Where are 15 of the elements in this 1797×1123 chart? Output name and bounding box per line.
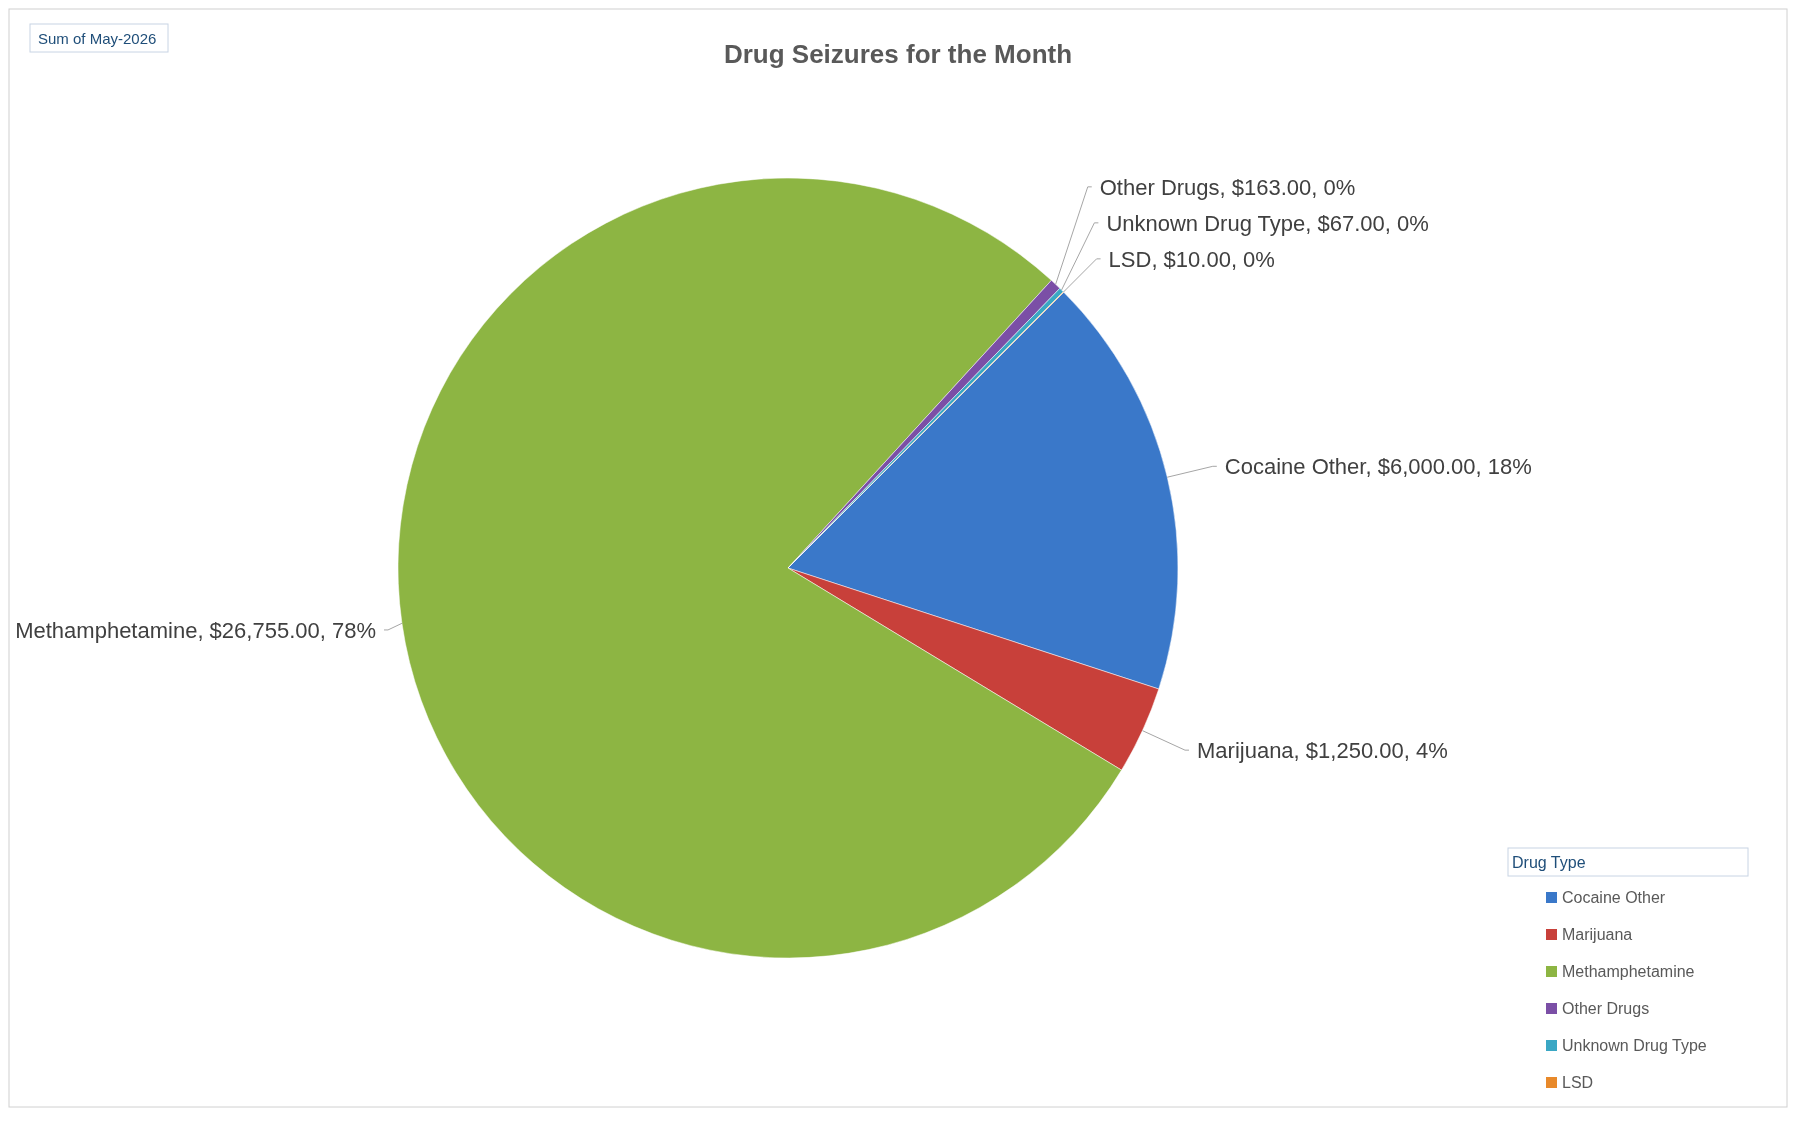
legend-label: Other Drugs bbox=[1562, 1000, 1650, 1017]
data-label: Other Drugs, $163.00, 0% bbox=[1099, 174, 1356, 200]
chart-title: Drug Seizures for the Month bbox=[723, 39, 1073, 69]
legend-label: Cocaine Other bbox=[1562, 889, 1666, 906]
data-label: Methamphetamine, $26,755.00, 78% bbox=[15, 617, 376, 643]
data-label: Unknown Drug Type, $67.00, 0% bbox=[1106, 210, 1429, 236]
legend-title: Drug Type bbox=[1512, 854, 1586, 871]
data-label: Cocaine Other, $6,000.00, 18% bbox=[1224, 454, 1532, 480]
legend-label: Methamphetamine bbox=[1562, 963, 1695, 980]
legend-label: Unknown Drug Type bbox=[1562, 1037, 1707, 1054]
legend-label: LSD bbox=[1562, 1074, 1594, 1091]
data-label: LSD, $10.00, 0% bbox=[1108, 246, 1275, 272]
legend-label: Marijuana bbox=[1562, 926, 1633, 943]
data-label: Marijuana, $1,250.00, 4% bbox=[1197, 738, 1448, 764]
text: Sum of May-2026 bbox=[38, 30, 157, 47]
